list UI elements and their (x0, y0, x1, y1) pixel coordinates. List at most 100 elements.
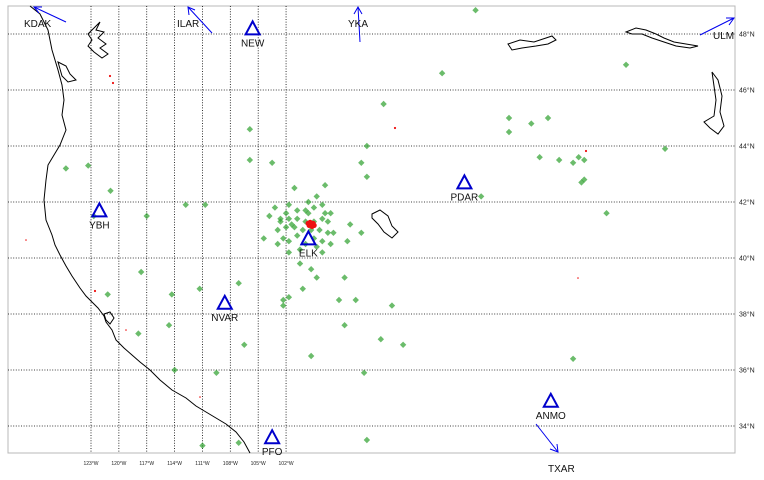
latitude-tick-label: 42°N (739, 199, 755, 207)
event-marker (603, 210, 610, 217)
event-marker (282, 224, 290, 231)
great-salt-lake-shoreline (371, 209, 399, 239)
event-marker (199, 442, 206, 449)
graticule (8, 6, 735, 453)
direction-arrow-head-yka (353, 5, 363, 15)
station-triangle-pfo (263, 428, 281, 445)
event-marker (536, 154, 543, 161)
station-label-nvar: NVAR (211, 313, 238, 324)
direction-arrow-ilar (187, 6, 213, 34)
north-dakota-lake-shoreline (624, 27, 699, 49)
latitude-tick-label: 40°N (739, 255, 755, 263)
event-marker (62, 165, 70, 172)
longitude-tick-label: 123°W (83, 461, 98, 467)
event-marker (288, 221, 295, 228)
red-dot (199, 396, 201, 398)
event-marker (235, 439, 242, 446)
event-marker (341, 322, 348, 329)
event-marker (305, 210, 312, 217)
event-marker (327, 240, 334, 248)
event-marker (213, 369, 220, 376)
montana-lake-shoreline (507, 35, 557, 51)
event-marker (346, 221, 354, 228)
station-triangle-anmo (542, 391, 560, 408)
red-dot (577, 277, 579, 279)
event-marker (399, 341, 407, 348)
event-marker (578, 179, 585, 186)
mainshock-cluster (305, 219, 317, 229)
direction-arrow-head-txar (549, 443, 559, 453)
event-marker (335, 296, 343, 304)
event-marker (182, 201, 189, 208)
puget-sound-shoreline (87, 21, 109, 59)
latitude-labels: 48°N 46°N 44°N 42°N 40°N 38°N 36°N 34°N (739, 31, 755, 431)
station-label-ybh: YBH (89, 220, 110, 231)
event-marker (363, 173, 371, 180)
station-label-yka: YKA (348, 19, 368, 30)
vancouver-island-shoreline (57, 61, 77, 83)
longitude-tick-label: 111°W (195, 461, 210, 467)
event-marker (360, 369, 368, 376)
event-marker (196, 285, 203, 292)
map-frame (7, 5, 736, 454)
event-marker (282, 210, 290, 217)
event-marker (505, 114, 513, 122)
event-marker (477, 193, 485, 200)
station-triangle-new (243, 19, 262, 36)
event-marker (271, 204, 279, 211)
event-marker (137, 268, 145, 276)
station-label-txar: TXAR (548, 464, 575, 475)
event-marker (85, 162, 92, 169)
event-marker (299, 285, 306, 292)
event-marker (274, 240, 281, 248)
event-marker (294, 207, 301, 214)
station-label-kdak: KDAK (24, 19, 52, 30)
event-marker (171, 366, 178, 374)
event-marker (528, 120, 535, 127)
event-marker (241, 341, 248, 348)
west-coastline (29, 5, 251, 454)
east-reservoir-shoreline (703, 71, 725, 135)
direction-arrow-head-ulm (726, 17, 735, 26)
event-marker (285, 201, 293, 208)
event-marker (235, 280, 242, 287)
station-triangle-elk (299, 229, 318, 246)
event-marker (285, 294, 293, 301)
event-marker (299, 226, 306, 234)
event-marker (327, 210, 334, 217)
event-marker (307, 266, 315, 273)
event-marker (294, 215, 301, 222)
station-triangle-nvar (216, 293, 234, 310)
event-marker (305, 198, 312, 206)
station-label-anmo: ANMO (536, 411, 566, 422)
event-marker (363, 142, 371, 150)
event-marker (310, 204, 318, 211)
mainshock-marker (305, 220, 311, 226)
direction-arrow-head-ilar (187, 6, 196, 16)
event-marker (274, 226, 281, 234)
station-label-new: NEW (241, 38, 265, 49)
event-marker (341, 274, 348, 281)
event-marker (324, 218, 332, 225)
longitude-tick-label: 120°W (111, 461, 126, 467)
longitude-tick-label: 117°W (139, 461, 154, 467)
event-marker (280, 302, 287, 309)
event-marker (319, 215, 326, 222)
event-marker (143, 212, 150, 220)
event-marker (260, 235, 267, 242)
event-marker (321, 210, 329, 217)
event-marker (313, 193, 320, 200)
event-marker (307, 226, 315, 234)
latitude-tick-label: 38°N (739, 311, 755, 319)
event-markers (62, 7, 669, 449)
offmap-stations: KDAK ILAR YKA ULM TXAR (24, 5, 735, 475)
event-marker (246, 156, 254, 164)
event-marker (661, 145, 669, 152)
event-marker (363, 436, 371, 444)
event-marker (505, 128, 513, 136)
station-label-elk: ELK (299, 248, 318, 259)
event-marker (380, 100, 387, 108)
event-marker (135, 330, 142, 337)
latitude-tick-label: 36°N (739, 367, 755, 375)
station-label-ulm: ULM (713, 31, 734, 42)
